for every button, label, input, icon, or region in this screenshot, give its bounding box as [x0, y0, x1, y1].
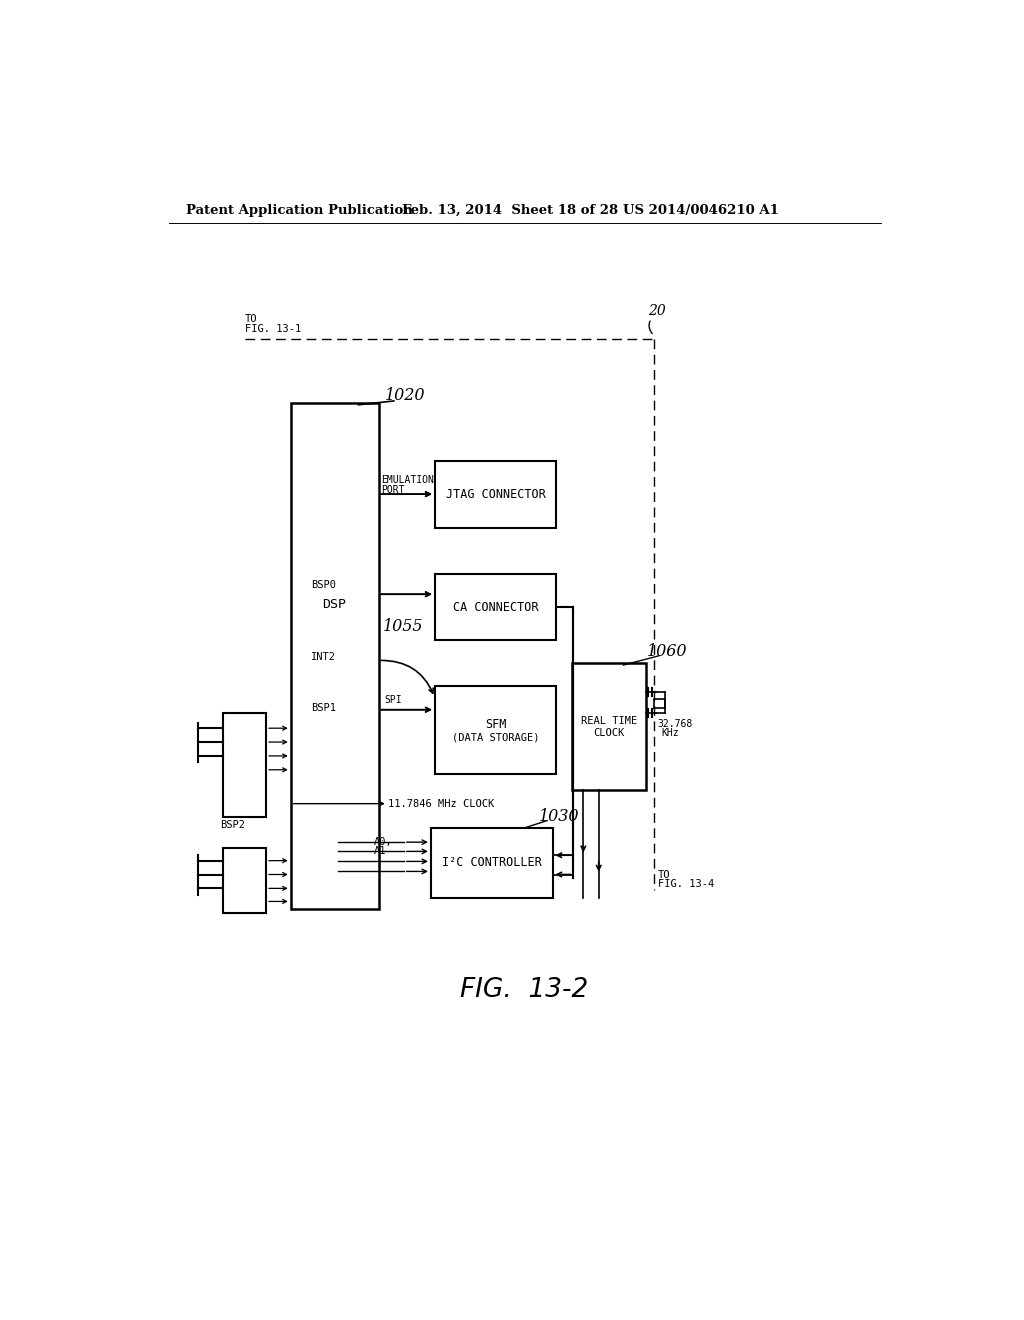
Text: 1020: 1020 — [385, 387, 425, 404]
Text: BSP0: BSP0 — [310, 579, 336, 590]
Text: CA CONNECTOR: CA CONNECTOR — [453, 601, 539, 614]
Text: SFM: SFM — [484, 718, 506, 731]
Text: 1060: 1060 — [646, 643, 687, 660]
Text: DSP: DSP — [323, 598, 346, 611]
Text: JTAG CONNECTOR: JTAG CONNECTOR — [445, 487, 546, 500]
Bar — [654, 700, 665, 708]
Text: FIG. 13-1: FIG. 13-1 — [245, 325, 301, 334]
Text: INT2: INT2 — [310, 652, 336, 663]
Text: TO: TO — [658, 870, 671, 879]
Text: BSP1: BSP1 — [310, 704, 336, 713]
Bar — [435, 574, 556, 640]
Text: I²C CONTROLLER: I²C CONTROLLER — [441, 857, 542, 870]
Text: US 2014/0046210 A1: US 2014/0046210 A1 — [624, 205, 779, 218]
Text: FIG. 13-4: FIG. 13-4 — [658, 879, 715, 888]
Bar — [435, 461, 556, 528]
Text: 1030: 1030 — [539, 808, 580, 825]
Text: FIG.  13-2: FIG. 13-2 — [460, 977, 589, 1003]
Bar — [431, 829, 553, 898]
Text: EMULATION: EMULATION — [382, 475, 434, 486]
Bar — [223, 713, 266, 817]
Text: Patent Application Publication: Patent Application Publication — [186, 205, 413, 218]
Text: 11.7846 MHz CLOCK: 11.7846 MHz CLOCK — [388, 799, 494, 809]
Text: TO: TO — [245, 314, 257, 323]
Text: BSP2: BSP2 — [220, 820, 245, 830]
Text: CLOCK: CLOCK — [594, 727, 625, 738]
Text: (DATA STORAGE): (DATA STORAGE) — [452, 733, 540, 742]
Text: REAL TIME: REAL TIME — [581, 715, 637, 726]
Text: A1: A1 — [374, 846, 386, 857]
Text: 20: 20 — [648, 304, 666, 318]
Text: A0,: A0, — [374, 837, 392, 847]
Bar — [291, 404, 379, 909]
Bar — [223, 847, 266, 913]
Bar — [435, 686, 556, 775]
Text: 1055: 1055 — [383, 618, 424, 635]
Text: SPI: SPI — [385, 694, 402, 705]
Text: PORT: PORT — [382, 486, 406, 495]
Text: 32.768: 32.768 — [657, 718, 692, 729]
Text: KHz: KHz — [662, 727, 680, 738]
Bar — [571, 663, 646, 789]
Text: Feb. 13, 2014  Sheet 18 of 28: Feb. 13, 2014 Sheet 18 of 28 — [401, 205, 617, 218]
